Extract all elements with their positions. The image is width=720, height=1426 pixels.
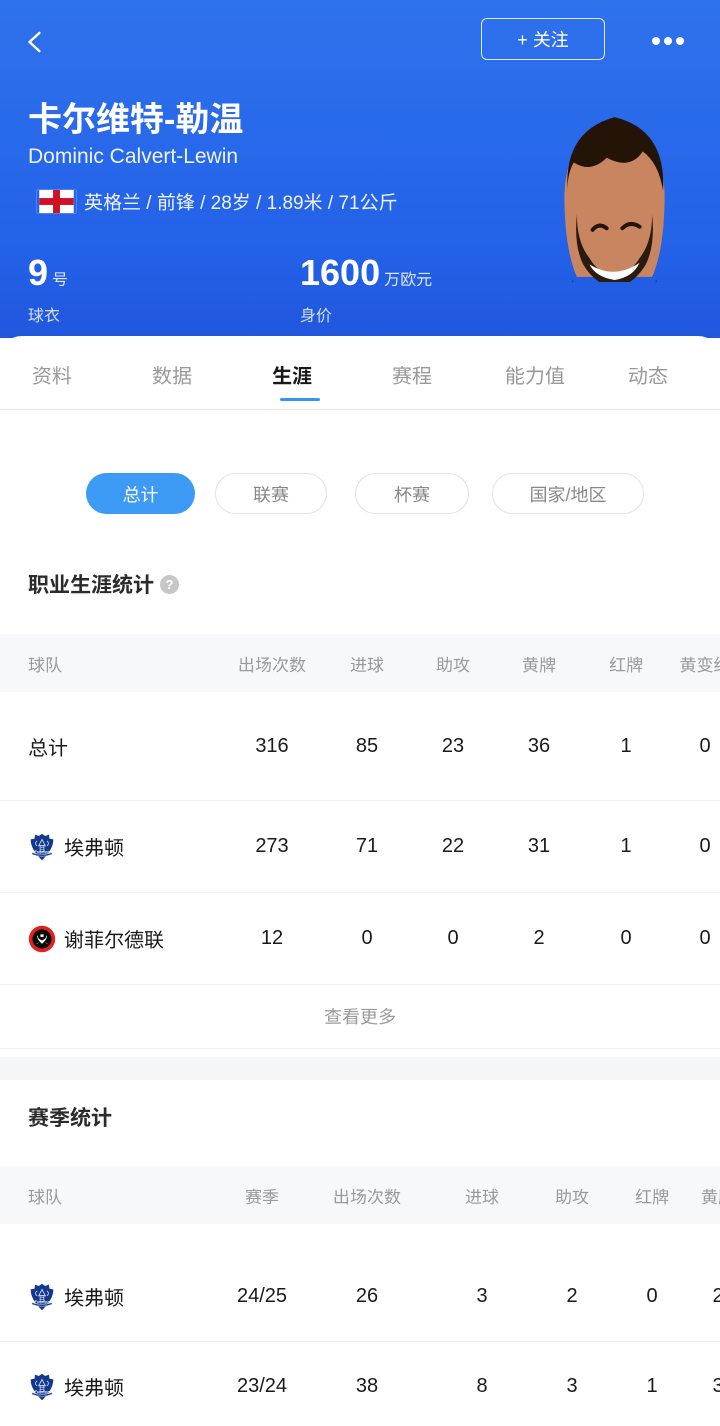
svg-text:Everton: Everton [34, 849, 50, 854]
svg-text:Everton: Everton [34, 1389, 50, 1394]
svg-text:Everton: Everton [34, 1299, 50, 1304]
